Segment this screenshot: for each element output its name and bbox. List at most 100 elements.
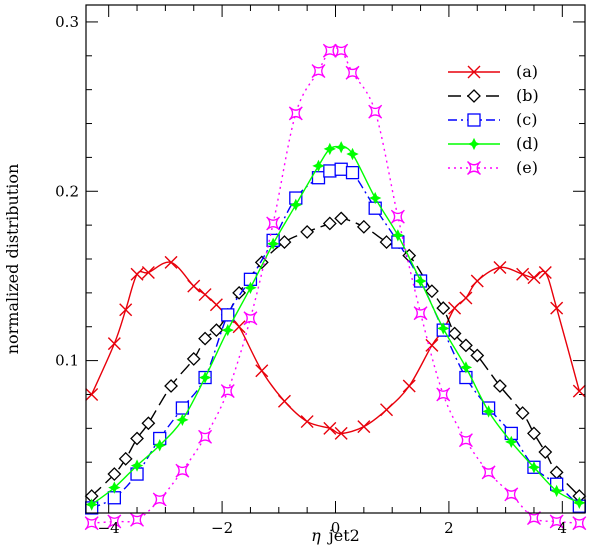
series-a-marker: [538, 266, 552, 280]
series-a-marker: [527, 271, 541, 285]
series-e-marker: [198, 429, 213, 444]
series-d-marker: [369, 191, 382, 205]
series-e-marker: [288, 106, 303, 121]
series-a-marker: [572, 384, 586, 398]
series-a-marker: [402, 379, 416, 393]
x-tick-label: −4: [98, 519, 120, 537]
series-d-marker: [482, 405, 495, 418]
legend-c-label: (c): [516, 110, 537, 129]
legend: (a) (b) (c) (d) (e): [448, 62, 539, 177]
series-e-marker: [334, 43, 349, 58]
series-e-marker: [504, 487, 519, 502]
series-b-marker: [322, 216, 337, 231]
legend-d-marker: [467, 137, 481, 151]
series-b-marker: [424, 284, 439, 299]
series-b-marker: [130, 431, 144, 446]
series-a-marker: [130, 267, 144, 281]
series-c-marker: [345, 165, 360, 180]
series-a-marker: [85, 387, 99, 401]
series-e-marker: [458, 433, 473, 448]
series-a-marker: [187, 279, 201, 293]
legend-e-marker: [467, 161, 481, 175]
series-b-marker: [209, 323, 224, 338]
series-a-marker: [255, 364, 269, 378]
series-b-line: [91, 217, 580, 497]
series-e-marker: [368, 104, 383, 119]
series-b-marker: [198, 331, 212, 346]
series-a-marker: [334, 426, 348, 440]
series-e-marker: [390, 209, 405, 224]
series-a-marker: [141, 266, 155, 280]
series-d-marker: [176, 413, 189, 427]
series-e-marker: [322, 43, 337, 58]
series-b-marker: [447, 326, 462, 341]
series-a-marker: [470, 274, 484, 288]
series-a-marker: [300, 415, 314, 429]
series-a-marker: [448, 301, 462, 315]
series-b-marker: [356, 219, 371, 234]
series-a-marker: [357, 420, 371, 434]
series-e-marker: [220, 384, 235, 399]
series-d-marker: [437, 322, 450, 335]
series-d-marker: [244, 281, 257, 294]
series-d-marker: [289, 198, 302, 211]
series-d-marker: [85, 498, 98, 511]
legend-b-marker: [467, 89, 481, 103]
series-a-marker: [425, 338, 439, 352]
legend-a-label: (a): [516, 62, 538, 81]
series-e: [84, 43, 587, 531]
legend-c-marker: [467, 113, 481, 127]
y-tick-label: 0.1: [55, 352, 79, 370]
series-d-marker: [334, 141, 348, 154]
series-d-marker: [266, 237, 280, 250]
series-a-marker: [459, 291, 473, 305]
series-e-marker: [481, 465, 496, 480]
series-b-marker: [515, 406, 530, 421]
legend-b-label: (b): [516, 86, 539, 105]
series-e-marker: [311, 64, 326, 79]
series-a: [85, 255, 586, 440]
series-a-line: [91, 261, 581, 435]
series-d-marker: [323, 142, 337, 156]
series-b-marker: [277, 235, 292, 249]
x-axis-label-symbol: η: [311, 526, 321, 545]
legend-a-marker: [467, 65, 481, 79]
series-e-marker: [345, 65, 360, 80]
series-e-marker: [152, 492, 167, 507]
series-d-marker: [312, 159, 325, 173]
series-e-marker: [84, 516, 99, 531]
legend-e-label: (e): [516, 158, 538, 177]
series-b-marker: [379, 235, 394, 249]
series-d-line: [91, 145, 580, 506]
series-d-marker: [459, 361, 473, 374]
series-e-marker: [130, 512, 145, 527]
series-a-marker: [277, 394, 291, 408]
legend-d-item: (d): [448, 134, 539, 153]
series-a-marker: [119, 303, 133, 317]
series-layer: [84, 43, 587, 531]
series-b-marker: [300, 224, 315, 239]
axis-ticks: [86, 5, 585, 513]
series-a-marker: [209, 298, 223, 312]
series-a-marker: [380, 403, 394, 417]
series-b: [84, 211, 587, 503]
series-c-marker: [334, 162, 348, 176]
series-a-marker: [164, 255, 178, 269]
series-a-marker: [493, 260, 507, 274]
plot-frame: [85, 4, 586, 514]
series-d-marker: [153, 439, 166, 452]
tick-labels: −4 −2 0 2 4 0.1 0.2 0.3: [55, 13, 567, 537]
series-d-marker: [198, 371, 212, 384]
series-b-marker: [186, 351, 201, 366]
series-d-marker: [550, 484, 563, 498]
series-b-marker: [470, 348, 485, 363]
series-d-marker: [573, 496, 586, 510]
legend-d-label: (d): [516, 134, 539, 153]
series-d: [85, 141, 586, 511]
series-b-marker: [164, 379, 178, 393]
series-a-marker: [198, 288, 212, 302]
series-e-marker: [436, 387, 451, 402]
legend-e-item: (e): [448, 158, 538, 177]
series-c-marker: [323, 164, 337, 178]
